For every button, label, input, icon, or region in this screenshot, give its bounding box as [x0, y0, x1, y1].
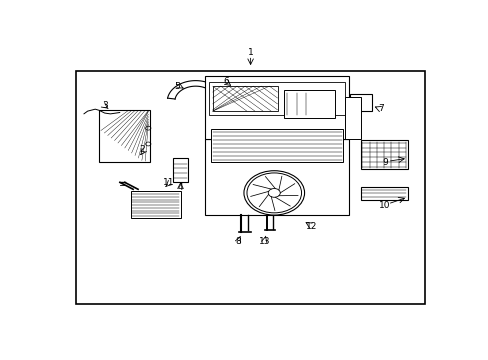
Text: 11: 11	[163, 178, 175, 187]
Text: 5: 5	[173, 82, 179, 91]
Bar	[345, 97, 360, 139]
Bar	[205, 76, 348, 139]
Bar	[173, 158, 188, 182]
Text: 7: 7	[378, 104, 384, 113]
Bar	[210, 129, 343, 162]
Bar	[349, 94, 371, 111]
Circle shape	[268, 189, 280, 197]
Text: 6: 6	[223, 77, 228, 86]
Bar	[360, 186, 407, 200]
Bar	[212, 86, 277, 111]
Bar	[208, 82, 345, 115]
Text: 2: 2	[140, 145, 145, 154]
Bar	[230, 87, 245, 105]
Circle shape	[244, 171, 304, 215]
Bar	[76, 71, 424, 304]
Bar	[205, 139, 348, 215]
Text: 10: 10	[379, 201, 390, 210]
Bar	[284, 90, 334, 118]
Text: 13: 13	[259, 238, 270, 247]
Text: 4: 4	[177, 183, 183, 192]
Text: 9: 9	[382, 158, 387, 167]
Text: 8: 8	[235, 237, 241, 246]
Polygon shape	[131, 191, 180, 219]
Text: 12: 12	[305, 222, 317, 231]
Text: 3: 3	[102, 101, 107, 110]
Text: 1: 1	[247, 48, 253, 57]
Bar	[99, 110, 150, 162]
Circle shape	[246, 173, 301, 213]
Bar	[360, 140, 407, 169]
